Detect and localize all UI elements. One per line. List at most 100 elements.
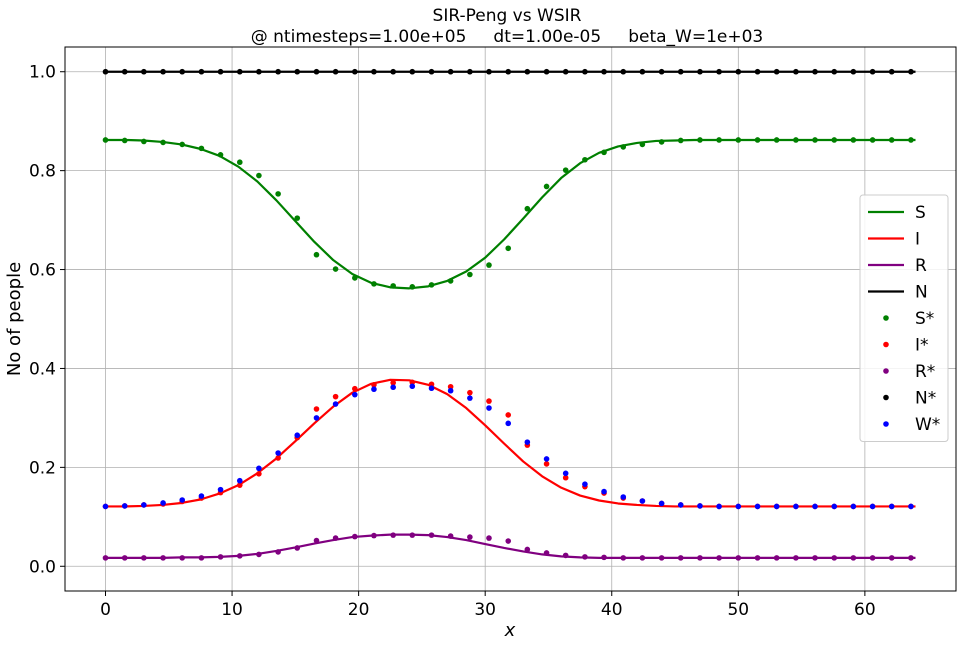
point-n-star bbox=[888, 68, 895, 75]
point-s-star bbox=[562, 167, 569, 173]
point-r-star bbox=[869, 555, 876, 561]
y-tick-label: 0.4 bbox=[29, 359, 56, 379]
x-tick-label: 20 bbox=[348, 600, 370, 620]
point-n-star bbox=[486, 68, 492, 75]
point-w-star bbox=[716, 503, 722, 510]
legend-label-w-star: W* bbox=[915, 415, 940, 435]
point-s-star bbox=[236, 159, 243, 166]
point-i-star bbox=[236, 482, 243, 488]
legend-marker-s-star bbox=[883, 315, 889, 321]
point-w-star bbox=[562, 470, 569, 477]
legend-label-n-star: N* bbox=[915, 389, 936, 409]
point-w-star bbox=[294, 432, 301, 439]
series-line-s bbox=[105, 138, 916, 290]
point-r-star bbox=[409, 532, 416, 538]
point-r-star bbox=[543, 550, 550, 556]
series-lines bbox=[105, 70, 916, 559]
x-tick-label: 40 bbox=[601, 600, 623, 620]
y-tick-label: 0.2 bbox=[29, 458, 56, 478]
point-s-star bbox=[294, 215, 301, 221]
point-r-star bbox=[390, 532, 396, 538]
point-i-star bbox=[486, 398, 492, 404]
point-r-star bbox=[486, 535, 492, 541]
point-n-star bbox=[467, 68, 473, 75]
point-n-star bbox=[371, 68, 377, 75]
point-i-star bbox=[390, 379, 396, 386]
point-w-star bbox=[677, 502, 684, 508]
point-s-star bbox=[390, 283, 396, 289]
point-s-star bbox=[735, 137, 742, 143]
point-w-star bbox=[869, 503, 876, 510]
point-r-star bbox=[467, 534, 473, 540]
point-n-star bbox=[275, 68, 281, 75]
y-axis-ticks: 0.0 0.2 0.4 0.6 0.8 1.0 bbox=[29, 63, 65, 577]
point-n-star bbox=[562, 68, 569, 75]
point-s-star bbox=[505, 245, 512, 252]
x-axis-ticks: 0 10 20 30 40 50 60 bbox=[100, 591, 876, 620]
point-s-star bbox=[908, 137, 914, 143]
point-w-star bbox=[409, 383, 416, 390]
point-n-star bbox=[447, 68, 454, 75]
point-r-star bbox=[754, 555, 761, 561]
point-r-star bbox=[524, 546, 531, 553]
point-r-star bbox=[601, 554, 607, 561]
point-r-star bbox=[102, 555, 109, 561]
point-n-star bbox=[505, 68, 512, 75]
point-n-star bbox=[677, 68, 684, 75]
point-s-star bbox=[869, 137, 876, 143]
point-n-star bbox=[869, 68, 876, 75]
point-s-star bbox=[447, 278, 454, 284]
point-w-star bbox=[486, 405, 492, 411]
point-w-star bbox=[313, 415, 320, 421]
point-r-star bbox=[677, 555, 684, 561]
point-s-star bbox=[773, 137, 780, 143]
point-r-star bbox=[428, 532, 435, 538]
point-r-star bbox=[447, 533, 454, 539]
point-n-star bbox=[812, 68, 818, 75]
point-r-star bbox=[562, 552, 569, 559]
point-s-star bbox=[409, 284, 416, 290]
point-w-star bbox=[352, 391, 358, 398]
point-s-star bbox=[716, 137, 722, 143]
point-s-star bbox=[102, 137, 109, 143]
point-s-star bbox=[793, 137, 799, 143]
point-r-star bbox=[831, 555, 838, 561]
point-r-star bbox=[256, 551, 262, 558]
point-s-star bbox=[332, 266, 339, 272]
point-r-star bbox=[639, 555, 646, 561]
point-r-star bbox=[275, 549, 281, 555]
point-w-star bbox=[505, 420, 512, 427]
point-w-star bbox=[217, 486, 224, 493]
x-tick-label: 50 bbox=[727, 600, 749, 620]
point-w-star bbox=[812, 503, 818, 510]
point-i-star bbox=[505, 412, 512, 418]
point-s-star bbox=[697, 137, 703, 143]
point-i-star bbox=[352, 385, 358, 392]
point-r-star bbox=[352, 533, 358, 540]
point-s-star bbox=[543, 183, 550, 190]
point-r-star bbox=[620, 555, 627, 561]
point-r-star bbox=[371, 532, 377, 539]
x-tick-label: 60 bbox=[854, 600, 876, 620]
point-w-star bbox=[467, 395, 473, 401]
point-w-star bbox=[735, 503, 742, 510]
y-tick-label: 0.8 bbox=[29, 162, 56, 182]
point-r-star bbox=[198, 555, 205, 561]
point-s-star bbox=[313, 251, 320, 258]
point-w-star bbox=[697, 503, 703, 509]
point-w-star bbox=[447, 387, 454, 394]
point-n-star bbox=[524, 68, 531, 75]
point-n-star bbox=[850, 68, 857, 75]
point-n-star bbox=[294, 68, 301, 75]
point-r-star bbox=[888, 555, 895, 561]
point-s-star bbox=[428, 282, 435, 288]
point-w-star bbox=[198, 493, 205, 499]
grid bbox=[65, 47, 956, 591]
plot-frame bbox=[64, 46, 957, 592]
point-w-star bbox=[371, 386, 377, 393]
point-i-star bbox=[447, 383, 454, 390]
point-r-star bbox=[179, 555, 185, 561]
point-s-star bbox=[371, 281, 377, 287]
point-w-star bbox=[179, 497, 185, 503]
